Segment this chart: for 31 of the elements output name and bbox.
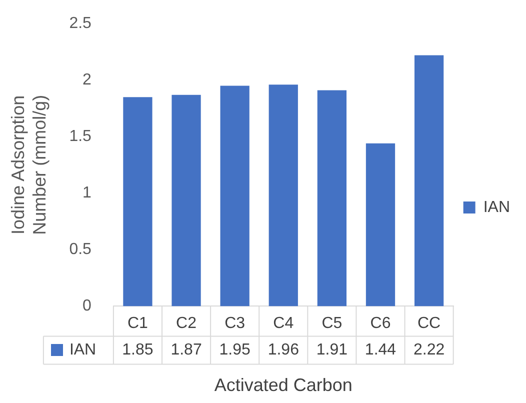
data-label: 1.44 (364, 342, 396, 359)
y-tick-label: 2 (82, 72, 92, 89)
x-tick-label: C4 (273, 315, 294, 332)
x-tick-label: C2 (176, 315, 197, 332)
data-label: 1.96 (268, 342, 300, 359)
x-tick-label: CC (417, 315, 441, 332)
bar (366, 143, 396, 306)
y-axis-title: Iodine Adsorption Number (mmol/g) (8, 94, 50, 235)
y-tick-label: 0.5 (69, 241, 92, 258)
data-label: 1.85 (122, 342, 154, 359)
bar (268, 84, 298, 306)
data-label: 2.22 (413, 342, 445, 359)
bar (220, 86, 250, 306)
legend-label: IAN (483, 198, 510, 216)
bar (414, 55, 444, 306)
x-tick-label: C6 (370, 315, 391, 332)
y-tick-label: 2.5 (69, 15, 92, 32)
x-tick-label: C1 (127, 315, 148, 332)
bar (317, 90, 347, 306)
x-axis-title: Activated Carbon (214, 375, 352, 396)
x-tick-label: C3 (224, 315, 246, 332)
data-label: 1.87 (170, 342, 202, 359)
data-label: 1.95 (219, 342, 250, 359)
bar (172, 94, 201, 306)
y-tick-label: 0 (82, 298, 92, 315)
data-label: 1.91 (316, 342, 348, 359)
y-tick-label: 1.5 (69, 128, 92, 146)
bar (123, 97, 152, 306)
x-tick-label: C5 (322, 315, 342, 332)
y-tick-label: 1 (82, 184, 92, 202)
text: IAN (69, 342, 96, 359)
